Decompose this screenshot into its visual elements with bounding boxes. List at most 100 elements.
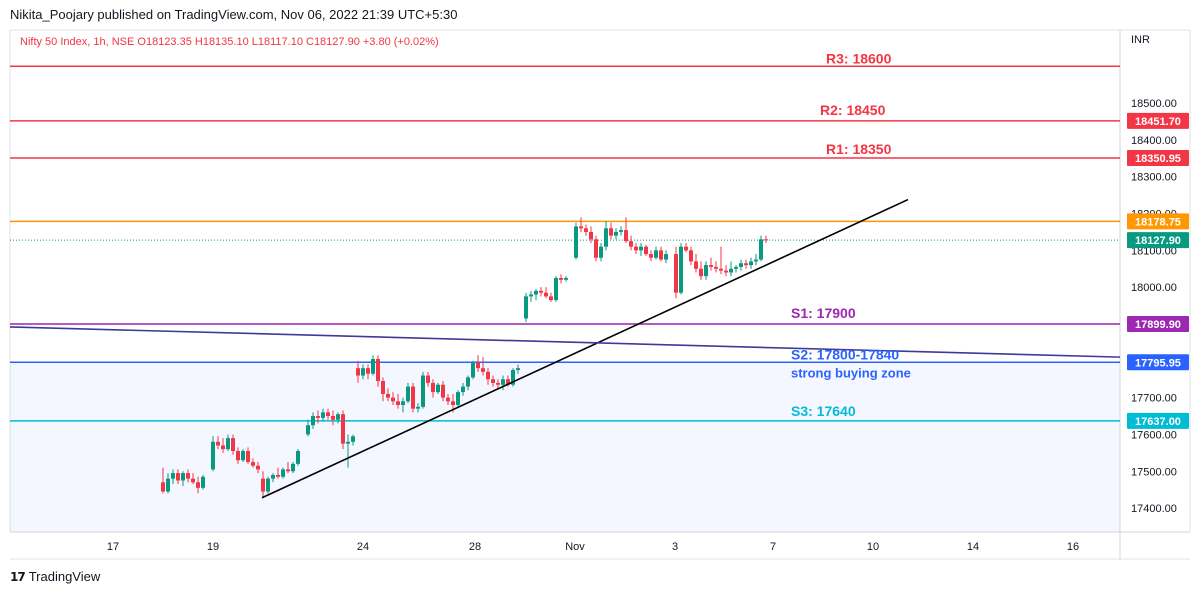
candle[interactable] [559, 274, 563, 284]
candle[interactable] [281, 467, 285, 479]
candle[interactable] [436, 382, 440, 394]
candle[interactable] [719, 246, 723, 275]
candle[interactable] [446, 393, 450, 405]
candle[interactable] [306, 419, 310, 437]
candle[interactable] [391, 392, 395, 405]
candle[interactable] [231, 434, 235, 455]
candle[interactable] [764, 235, 768, 244]
candle[interactable] [311, 412, 315, 429]
candle[interactable] [296, 449, 300, 466]
candle[interactable] [406, 382, 410, 404]
candle[interactable] [491, 375, 495, 387]
candle[interactable] [186, 469, 190, 483]
candle[interactable] [201, 474, 205, 490]
candle[interactable] [654, 246, 658, 260]
candle[interactable] [271, 473, 275, 483]
candle[interactable] [321, 408, 325, 422]
candle[interactable] [684, 243, 688, 253]
candle[interactable] [176, 469, 180, 485]
candle[interactable] [291, 462, 295, 474]
candle[interactable] [466, 375, 470, 391]
candle[interactable] [336, 412, 340, 424]
candle[interactable] [714, 261, 718, 273]
candle[interactable] [609, 222, 613, 240]
candle[interactable] [674, 246, 678, 299]
candle[interactable] [246, 447, 250, 464]
candle[interactable] [411, 382, 415, 413]
candle[interactable] [396, 393, 400, 409]
candle[interactable] [539, 287, 543, 297]
candle[interactable] [341, 410, 345, 450]
candle[interactable] [544, 287, 548, 299]
candle[interactable] [401, 397, 405, 413]
candle[interactable] [589, 226, 593, 244]
candle[interactable] [496, 379, 500, 389]
candle[interactable] [759, 235, 763, 262]
candle[interactable] [431, 379, 435, 398]
candle[interactable] [584, 224, 588, 236]
candle[interactable] [604, 220, 608, 251]
candle[interactable] [549, 292, 553, 302]
candle[interactable] [471, 360, 475, 380]
candle[interactable] [639, 243, 643, 256]
candle[interactable] [634, 243, 638, 255]
candle[interactable] [579, 217, 583, 232]
candle[interactable] [366, 364, 370, 380]
candle[interactable] [161, 467, 165, 494]
candle[interactable] [416, 403, 420, 413]
candle[interactable] [534, 289, 538, 301]
candle[interactable] [381, 377, 385, 402]
candle[interactable] [361, 364, 365, 380]
candle[interactable] [699, 261, 703, 280]
candle[interactable] [166, 473, 170, 494]
candle[interactable] [694, 254, 698, 273]
candle[interactable] [501, 375, 505, 391]
candle[interactable] [599, 243, 603, 262]
candle[interactable] [181, 471, 185, 486]
candle[interactable] [351, 434, 355, 446]
candle[interactable] [261, 471, 265, 498]
candle[interactable] [574, 222, 578, 260]
candle[interactable] [689, 246, 693, 266]
candle[interactable] [421, 371, 425, 409]
candle[interactable] [211, 436, 215, 472]
candle[interactable] [564, 276, 568, 282]
candle[interactable] [331, 410, 335, 426]
candle[interactable] [196, 476, 200, 494]
candle[interactable] [644, 244, 648, 256]
candle[interactable] [481, 357, 485, 376]
candle[interactable] [426, 371, 430, 387]
rising-trendline[interactable] [261, 198, 909, 499]
candle[interactable] [744, 259, 748, 269]
candle[interactable] [236, 447, 240, 464]
candle[interactable] [316, 410, 320, 424]
candle[interactable] [734, 265, 738, 273]
candle[interactable] [216, 436, 220, 450]
candle[interactable] [614, 228, 618, 240]
candle[interactable] [276, 467, 280, 479]
candle[interactable] [221, 438, 225, 453]
candle[interactable] [629, 235, 633, 251]
candle[interactable] [476, 355, 480, 372]
candle[interactable] [724, 265, 728, 277]
candle[interactable] [709, 257, 713, 271]
candle[interactable] [704, 261, 708, 280]
candle[interactable] [326, 408, 330, 420]
candle[interactable] [511, 368, 515, 387]
candle[interactable] [659, 246, 663, 262]
candle[interactable] [456, 390, 460, 407]
candle[interactable] [554, 276, 558, 302]
candle[interactable] [594, 235, 598, 262]
candle[interactable] [664, 250, 668, 264]
candle[interactable] [346, 434, 350, 468]
candle[interactable] [241, 449, 245, 463]
candle[interactable] [266, 476, 270, 494]
candle[interactable] [461, 382, 465, 396]
candle[interactable] [679, 243, 683, 295]
candle[interactable] [739, 259, 743, 271]
falling-trendline[interactable] [9, 326, 1121, 358]
candle[interactable] [256, 462, 260, 474]
candle[interactable] [624, 217, 628, 244]
candle[interactable] [226, 434, 230, 452]
candle[interactable] [529, 290, 533, 302]
